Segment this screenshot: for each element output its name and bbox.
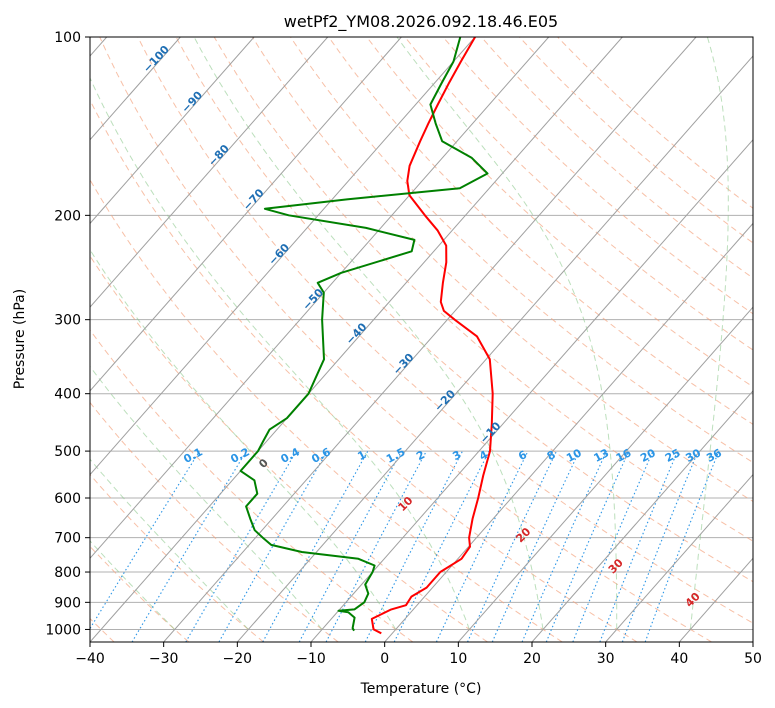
x-axis-label: Temperature (°C) bbox=[360, 681, 482, 697]
mixing-ratio-label-16: 30 bbox=[683, 446, 703, 465]
temperature-profile bbox=[370, 37, 494, 635]
mixing-ratio-line-7 bbox=[364, 450, 463, 642]
moist-adiabat-20 bbox=[193, 37, 544, 630]
x-tick-label-5: 10 bbox=[449, 651, 467, 667]
mixing-ratio-label-11: 10 bbox=[564, 446, 584, 465]
mixing-ratio-line-8 bbox=[393, 450, 490, 642]
dry-adiabat-50 bbox=[137, 37, 753, 624]
isotherm--40 bbox=[90, 37, 623, 642]
moist-adiabat-30 bbox=[396, 37, 618, 630]
mixing-ratio-line-3 bbox=[218, 450, 328, 642]
y-tick-label-0: 1000 bbox=[45, 622, 81, 638]
dry-adiabat--20 bbox=[90, 473, 264, 642]
mixing-ratio-line-17 bbox=[644, 450, 720, 642]
isotherm--80 bbox=[90, 37, 329, 308]
isotherm-20 bbox=[531, 390, 753, 642]
x-tick-label-6: 20 bbox=[523, 651, 541, 667]
isotherm--90 bbox=[90, 37, 255, 225]
moist-adiabat--10 bbox=[90, 365, 323, 630]
y-tick-label-6: 400 bbox=[54, 387, 81, 403]
x-tick-label-7: 30 bbox=[597, 651, 615, 667]
isotherm--60 bbox=[90, 37, 476, 476]
y-tick-label-9: 100 bbox=[54, 30, 81, 46]
x-tick-label-1: −30 bbox=[149, 651, 179, 667]
mixing-ratio-label-13: 16 bbox=[614, 446, 634, 465]
dewpoint-profile bbox=[239, 37, 489, 632]
mixing-ratio-line-12 bbox=[521, 450, 608, 642]
moist-adiabat-0 bbox=[90, 248, 397, 630]
plot-frame bbox=[89, 36, 754, 643]
isotherm-30 bbox=[605, 473, 753, 642]
x-tick-label-0: −40 bbox=[75, 651, 105, 667]
y-tick-label-2: 800 bbox=[54, 565, 81, 581]
dry-adiabat-140 bbox=[480, 37, 753, 279]
mixing-ratio-line-13 bbox=[545, 450, 630, 642]
isotherm-0 bbox=[384, 222, 753, 642]
dry-adiabat-40 bbox=[99, 37, 712, 642]
mixing-ratio-line-14 bbox=[572, 450, 654, 642]
x-tick-label-9: 50 bbox=[744, 651, 762, 667]
mixing-ratio-line-5 bbox=[298, 450, 402, 642]
isotherm--70 bbox=[90, 37, 402, 392]
y-tick-label-4: 600 bbox=[54, 491, 81, 507]
mixing-ratio-line-0 bbox=[90, 450, 200, 630]
isotherm--50 bbox=[90, 37, 550, 560]
dry-adiabat-30 bbox=[90, 98, 638, 642]
dry-adiabat-80 bbox=[251, 37, 753, 503]
x-tick-label-8: 40 bbox=[670, 651, 688, 667]
y-tick-label-7: 300 bbox=[54, 313, 81, 329]
isotherm--20 bbox=[236, 55, 753, 642]
isotherm--30 bbox=[163, 37, 697, 642]
mixing-ratio-label-12: 13 bbox=[592, 446, 612, 465]
x-tick-label-2: −20 bbox=[223, 651, 253, 667]
isotherm-10 bbox=[457, 306, 753, 642]
y-axis-label: Pressure (hPa) bbox=[12, 289, 28, 389]
mixing-ratio-line-16 bbox=[621, 450, 699, 642]
y-tick-label-3: 700 bbox=[54, 531, 81, 547]
x-tick-label-4: 0 bbox=[380, 651, 389, 667]
dry-adiabat-10 bbox=[90, 255, 488, 642]
chart-title: wetPf2_YM08.2026.092.18.46.E05 bbox=[284, 12, 558, 32]
y-tick-label-5: 500 bbox=[54, 444, 81, 460]
dry-adiabat-60 bbox=[175, 37, 753, 583]
moist-adiabat--20 bbox=[90, 458, 249, 630]
dry-adiabat-100 bbox=[328, 37, 753, 425]
y-tick-label-8: 200 bbox=[54, 208, 81, 224]
dry-adiabat-0 bbox=[90, 329, 414, 642]
isotherm--10 bbox=[310, 138, 753, 642]
isotherm--100 bbox=[90, 37, 181, 141]
mixing-ratio-line-4 bbox=[262, 450, 369, 642]
y-tick-label-1: 900 bbox=[54, 595, 81, 611]
mixing-ratio-label-14: 20 bbox=[638, 446, 658, 465]
moist-adiabat-40 bbox=[689, 37, 729, 630]
dry-adiabat-70 bbox=[213, 37, 753, 542]
isotherm-50 bbox=[752, 641, 753, 642]
moist-adiabat-10 bbox=[90, 76, 470, 630]
dry-adiabat-20 bbox=[90, 178, 563, 642]
dry-adiabat-110 bbox=[366, 37, 753, 388]
mixing-ratio-label-17: 36 bbox=[704, 446, 724, 465]
x-tick-label-3: −10 bbox=[296, 651, 326, 667]
dry-adiabat-90 bbox=[290, 37, 753, 464]
mixing-ratio-label-15: 25 bbox=[663, 446, 683, 465]
mixing-ratio-line-15 bbox=[599, 450, 679, 642]
